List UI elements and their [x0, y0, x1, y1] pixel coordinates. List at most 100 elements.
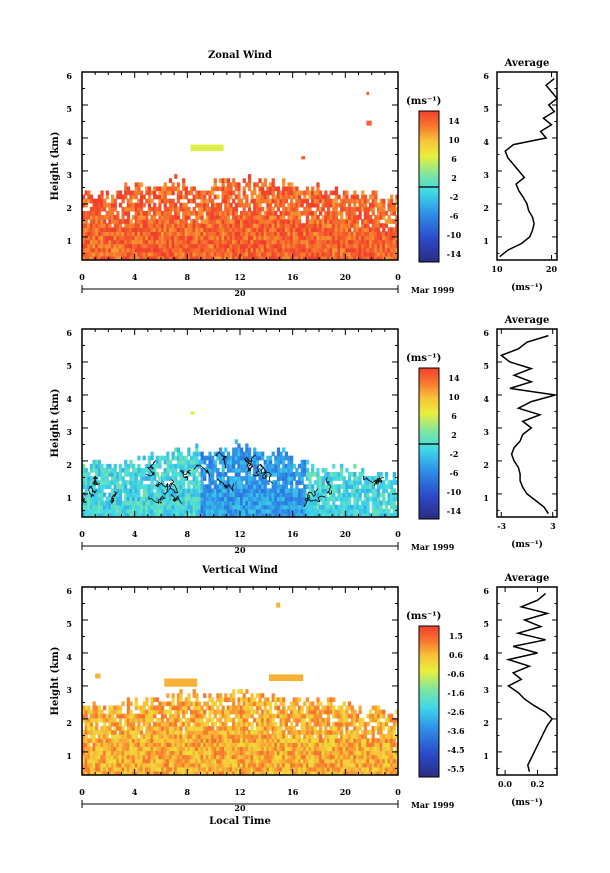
heatmap-cell	[279, 770, 283, 775]
heatmap-cell	[82, 467, 86, 473]
heatmap-cell	[100, 746, 104, 752]
heatmap-cell	[376, 492, 381, 498]
heatmap-cell	[371, 219, 375, 224]
heatmap-cell	[382, 198, 386, 204]
heatmap-cell	[166, 758, 170, 764]
heatmap-cell	[155, 738, 159, 743]
heatmap-cell	[324, 488, 328, 494]
heatmap-cell	[105, 508, 109, 514]
heatmap-cell	[129, 480, 133, 485]
heatmap-cell	[311, 472, 315, 477]
heatmap-cell	[290, 476, 294, 481]
heatmap-cell	[118, 247, 123, 253]
heatmap-cell	[153, 734, 157, 739]
heatmap-cell	[137, 472, 141, 477]
heatmap-cell	[132, 758, 136, 764]
heatmap-cell	[284, 243, 288, 249]
heatmap-cell	[211, 730, 215, 735]
heatmap-cell	[92, 459, 96, 465]
heatmap-cell	[295, 215, 299, 220]
heatmap-cell	[203, 701, 207, 707]
heatmap-cell	[221, 210, 225, 216]
heatmap-cell	[297, 219, 302, 224]
heatmap-cell	[132, 484, 136, 489]
heatmap-cell	[216, 758, 220, 764]
heatmap-cell	[340, 227, 344, 232]
heatmap-cell	[250, 746, 254, 752]
heatmap-cell	[374, 243, 378, 249]
heatmap-cell	[155, 496, 159, 502]
heatmap-cell	[255, 754, 260, 760]
heatmap-cell	[163, 476, 167, 481]
heatmap-cell	[92, 770, 96, 775]
heatmap-cell	[229, 746, 233, 752]
heatmap-cell	[147, 206, 152, 212]
heatmap-cell	[255, 255, 260, 260]
heatmap-cell	[361, 202, 365, 208]
heatmap-cell	[255, 504, 260, 510]
heatmap-cell	[174, 738, 178, 743]
heatmap-cell	[105, 734, 109, 739]
heatmap-cell	[213, 766, 217, 772]
heatmap-cell	[126, 754, 130, 760]
heatmap-cell	[282, 239, 286, 245]
heatmap-cell	[266, 215, 270, 220]
heatmap-cell	[163, 734, 167, 739]
heatmap-cell	[84, 762, 88, 768]
heatmap-cell	[237, 701, 241, 707]
heatmap-cell	[179, 190, 183, 196]
heatmap-cell	[282, 467, 286, 473]
heatmap-cell	[124, 717, 128, 723]
heatmap-cell	[89, 467, 94, 473]
heatmap-cell	[161, 746, 165, 752]
heatmap-cell	[100, 215, 104, 220]
heatmap-cell	[218, 447, 223, 453]
heatmap-cell	[153, 500, 157, 506]
heatmap-cell	[284, 255, 288, 260]
heatmap-cell	[200, 231, 204, 237]
heatmap-cell	[121, 758, 125, 764]
heatmap-cell	[176, 717, 181, 723]
heatmap-cell	[255, 467, 260, 473]
heatmap-cell	[305, 255, 310, 260]
heatmap-cell	[134, 742, 138, 747]
heatmap-cell	[355, 215, 360, 220]
heatmap-cell	[87, 742, 91, 747]
heatmap-cell	[237, 455, 241, 461]
heatmap-cell	[334, 227, 339, 232]
heatmap-cell	[266, 459, 270, 465]
heatmap-cell	[103, 255, 107, 260]
heatmap-cell	[350, 247, 354, 253]
heatmap-cell	[126, 713, 130, 719]
heatmap-cell	[350, 508, 354, 514]
heatmap-cell	[226, 223, 231, 228]
heatmap-cell	[124, 750, 128, 756]
x-tick-label: 20	[340, 529, 352, 539]
heatmap-cell	[350, 223, 354, 228]
heatmap-cell	[245, 725, 249, 731]
heatmap-cell	[132, 247, 136, 253]
heatmap-cell	[97, 219, 102, 224]
heatmap-cell	[179, 717, 183, 723]
heatmap-cell	[145, 488, 149, 494]
heatmap-cell	[84, 210, 88, 216]
heatmap-cell	[366, 508, 370, 514]
heatmap-cell	[308, 227, 312, 232]
heatmap-cell	[232, 255, 236, 260]
heatmap-cell	[153, 766, 157, 772]
heatmap-cell	[203, 693, 207, 698]
heatmap-cell	[134, 758, 138, 764]
heatmap-cell	[163, 492, 167, 498]
heatmap-cell	[326, 472, 331, 477]
heatmap-cell	[134, 231, 138, 237]
heatmap-cell	[197, 223, 202, 228]
heatmap-cell	[240, 215, 244, 220]
heatmap-cell	[171, 721, 175, 727]
heatmap-cell	[247, 484, 252, 489]
heatmap-cell	[92, 496, 96, 502]
heatmap-cell	[153, 219, 157, 224]
heatmap-cell	[92, 231, 96, 237]
heatmap-cell	[166, 219, 170, 224]
heatmap-cell	[229, 190, 233, 196]
heatmap-cell	[266, 701, 270, 707]
